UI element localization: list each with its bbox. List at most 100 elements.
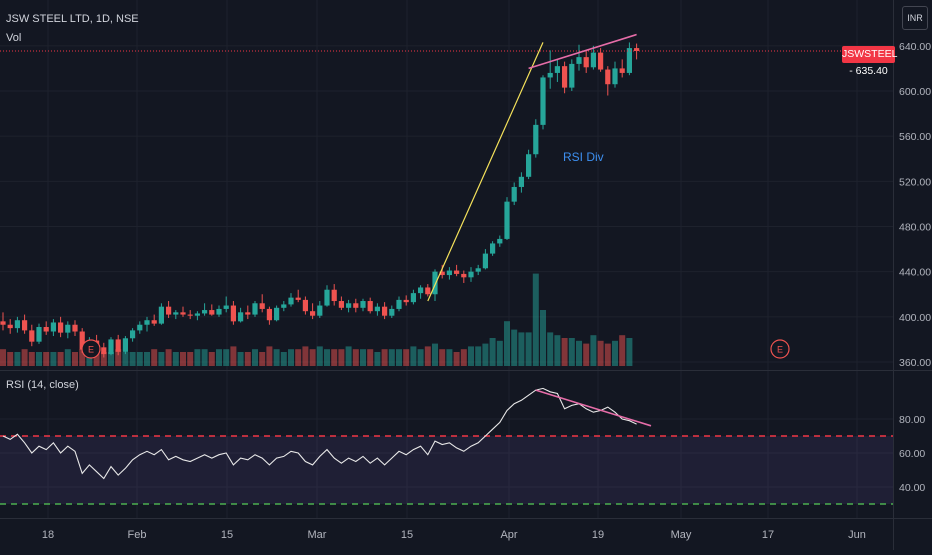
- volume-bar: [360, 349, 366, 366]
- volume-bar: [129, 352, 136, 366]
- volume-bar: [583, 343, 590, 366]
- volume-bar: [36, 352, 42, 366]
- candle-body: [223, 305, 229, 309]
- candle-body: [274, 307, 280, 321]
- candle-body: [382, 306, 388, 316]
- volume-bar: [489, 338, 496, 366]
- candle-body: [65, 324, 71, 333]
- volume-bar: [547, 332, 554, 366]
- candle-body: [151, 320, 157, 324]
- candle-body: [475, 268, 481, 272]
- volume-bar: [57, 352, 64, 366]
- candle-body: [331, 289, 337, 302]
- volume-bar: [597, 340, 604, 366]
- candle-body: [425, 287, 431, 295]
- price-tick-label: 640.00: [899, 41, 931, 53]
- candle-body: [410, 293, 416, 303]
- volume-bar: [396, 349, 402, 366]
- last-price-ticker: JSWSTEEL: [842, 48, 898, 60]
- candle-body: [511, 186, 517, 202]
- volume-bar: [158, 352, 165, 366]
- candle-body: [324, 289, 330, 306]
- volume-legend[interactable]: Vol: [6, 32, 22, 44]
- candle-body: [266, 308, 272, 321]
- volume-bar: [446, 349, 453, 366]
- candle-body: [259, 303, 265, 309]
- volume-bar: [280, 352, 287, 366]
- volume-bar: [439, 349, 446, 366]
- volume-bar: [453, 352, 460, 366]
- candle-body: [202, 310, 208, 314]
- candle-body: [29, 330, 35, 342]
- earnings-marker-label: E: [777, 345, 783, 355]
- candle-body: [504, 201, 510, 239]
- volume-bar: [460, 349, 467, 366]
- candle-body: [497, 238, 503, 244]
- candle-body: [130, 330, 136, 339]
- candle-body: [173, 312, 179, 315]
- volume-bar: [345, 346, 352, 366]
- candle-body: [634, 48, 640, 52]
- candle-body: [598, 52, 604, 70]
- volume-bar: [424, 346, 431, 366]
- volume-bar: [14, 352, 21, 366]
- candle-body: [590, 52, 596, 68]
- time-tick-label: Mar: [308, 529, 327, 541]
- volume-bar: [144, 352, 150, 366]
- candle-body: [583, 57, 589, 68]
- price-tick-label: 520.00: [899, 176, 931, 188]
- candle-body: [295, 297, 301, 300]
- symbol-legend[interactable]: JSW STEEL LTD, 1D, NSE: [6, 13, 139, 25]
- time-tick-label: 19: [592, 529, 604, 541]
- volume-bar: [496, 340, 503, 366]
- candle-body: [58, 322, 64, 333]
- volume-bar: [309, 349, 316, 366]
- volume-bar: [180, 352, 186, 366]
- price-tick-label: 400.00: [899, 312, 931, 324]
- time-tick-label: 17: [762, 529, 774, 541]
- candle-body: [338, 301, 344, 308]
- candle-body: [526, 154, 532, 177]
- volume-bar: [100, 352, 107, 366]
- volume-bar: [504, 321, 510, 366]
- candle-body: [252, 303, 258, 315]
- candle-body: [22, 320, 28, 331]
- volume-bar: [273, 349, 280, 366]
- candle-body: [216, 308, 222, 315]
- volume-bar: [302, 346, 309, 366]
- candle-body: [547, 72, 553, 78]
- volume-bar: [230, 346, 237, 366]
- candle-body: [367, 301, 373, 312]
- candle-body: [0, 321, 6, 325]
- volume-bar: [86, 352, 93, 366]
- volume-bar: [237, 352, 244, 366]
- volume-bar: [432, 343, 438, 366]
- candle-body: [238, 312, 244, 322]
- volume-bar: [165, 349, 172, 366]
- candle-body: [533, 124, 539, 155]
- volume-bar: [468, 346, 474, 366]
- currency-button[interactable]: INR: [902, 6, 928, 30]
- candle-body: [79, 331, 85, 350]
- candle-body: [14, 320, 20, 329]
- earnings-marker-circle: [81, 339, 101, 359]
- volume-bar: [172, 352, 179, 366]
- volume-bar: [79, 349, 86, 366]
- candle-body: [346, 303, 352, 308]
- volume-bar: [7, 352, 14, 366]
- candle-body: [310, 311, 316, 316]
- volume-bar: [223, 349, 230, 366]
- candle-body: [7, 324, 13, 329]
- volume-bar: [151, 349, 158, 366]
- volume-bar: [316, 346, 323, 366]
- rsi-tick-label: 80.00: [899, 414, 925, 426]
- candle-body: [396, 299, 402, 309]
- rsi-legend[interactable]: RSI (14, close): [6, 379, 79, 391]
- candle-body: [144, 320, 150, 325]
- volume-bar: [115, 349, 122, 366]
- time-tick-label: 18: [42, 529, 54, 541]
- volume-bar: [324, 349, 330, 366]
